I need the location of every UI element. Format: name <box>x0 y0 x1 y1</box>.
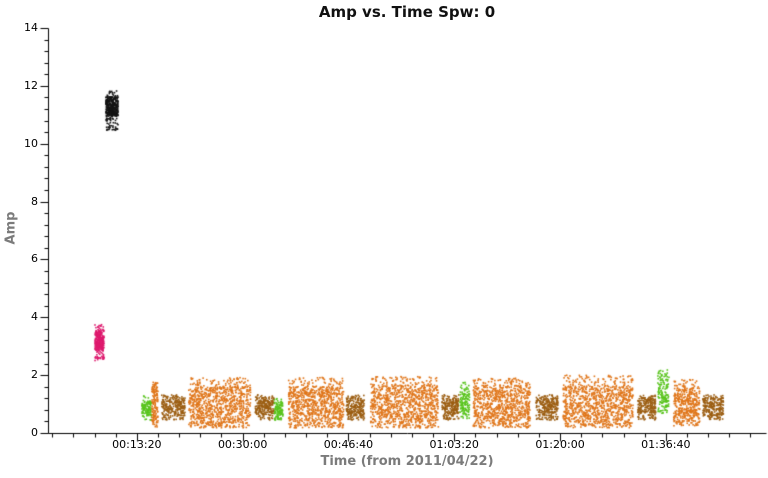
x-axis-label: Time (from 2011/04/22) <box>320 454 494 469</box>
chart-title: Amp vs. Time Spw: 0 <box>318 3 496 21</box>
y-axis-label: Amp <box>3 211 19 245</box>
